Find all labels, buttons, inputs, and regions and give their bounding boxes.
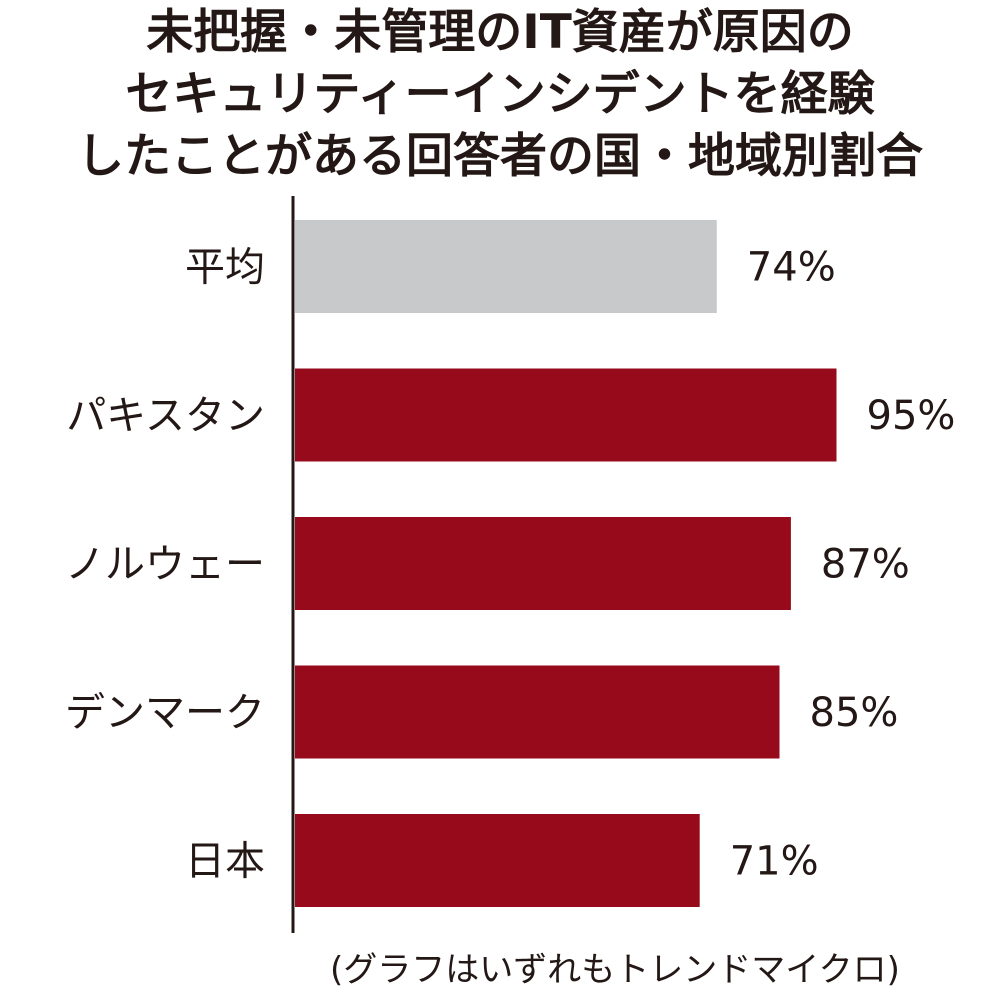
category-label-4: 日本	[185, 839, 265, 885]
bar-1	[295, 368, 837, 462]
value-label-0: 74%	[747, 245, 836, 291]
bar-group: 平均 74% パキスタン 95% ノルウェー 87% デンマーク 85% 日本 71%	[65, 220, 955, 907]
bar-3	[295, 665, 780, 759]
value-label-3: 85%	[810, 690, 899, 736]
chart-title-line-1: 未把握・未管理のIT資産が原因の	[146, 5, 854, 60]
bar-2	[295, 517, 791, 610]
category-label-3: デンマーク	[65, 690, 265, 736]
value-label-1: 95%	[867, 393, 956, 439]
value-label-2: 87%	[821, 542, 910, 588]
category-label-2: ノルウェー	[65, 542, 265, 588]
chart-title-line-3: したことがある回答者の国・地域別割合	[77, 129, 923, 184]
bar-0	[295, 220, 717, 313]
value-label-4: 71%	[730, 839, 819, 885]
chart-title-line-2: セキュリティーインシデントを経験	[125, 67, 875, 122]
category-label-1: パキスタン	[66, 393, 265, 439]
source-footnote: (グラフはいずれもトレンドマイクロ)	[330, 950, 900, 990]
category-label-0: 平均	[185, 245, 265, 291]
chart-title: 未把握・未管理のIT資産が原因の セキュリティーインシデントを経験 したことがあ…	[0, 2, 1000, 188]
bar-4	[295, 814, 700, 907]
